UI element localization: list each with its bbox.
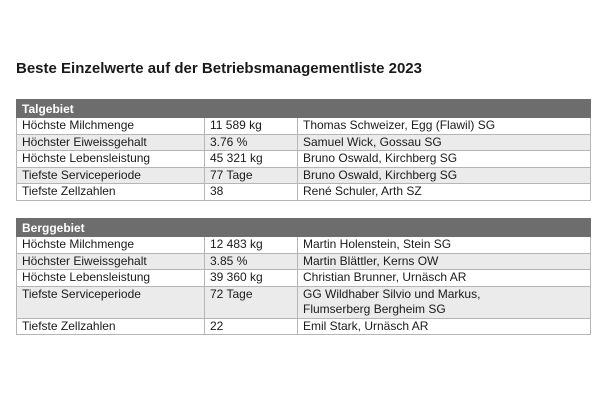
row-label: Tiefste Serviceperiode: [16, 167, 205, 184]
row-value: 72 Tage: [204, 286, 298, 319]
table-row: Tiefste Serviceperiode 77 Tage Bruno Osw…: [16, 167, 591, 184]
row-holder: René Schuler, Arth SZ: [297, 183, 591, 201]
row-value: 3.76 %: [204, 134, 298, 151]
holder-line: GG Wildhaber Silvio und Markus,: [303, 286, 481, 301]
row-value: 38: [204, 183, 298, 201]
holder-line: Flumserberg Bergheim SG: [303, 302, 446, 316]
table-row: Höchste Milchmenge 11 589 kg Thomas Schw…: [16, 117, 591, 135]
row-label: Höchste Lebensleistung: [16, 269, 205, 287]
row-holder: Martin Blättler, Kerns OW: [297, 253, 592, 270]
row-value: 22: [204, 318, 298, 335]
row-value: 77 Tage: [204, 167, 298, 184]
row-label: Höchster Eiweissgehalt: [16, 134, 205, 151]
row-holder: Emil Stark, Urnäsch AR: [297, 318, 592, 335]
table-row: Höchste Lebensleistung 45 321 kg Bruno O…: [16, 150, 591, 168]
section-heading: Berggebiet: [15, 218, 592, 237]
row-label: Höchste Milchmenge: [16, 236, 205, 254]
row-holder: Christian Brunner, Urnäsch AR: [297, 269, 592, 287]
row-holder: Bruno Oswald, Kirchberg SG: [297, 167, 591, 184]
row-holder: Martin Holenstein, Stein SG: [297, 236, 592, 254]
talgebiet-table: Talgebiet Höchste Milchmenge 11 589 kg T…: [16, 99, 591, 201]
row-value: 11 589 kg: [204, 117, 298, 135]
table-row: Tiefste Zellzahlen 38 René Schuler, Arth…: [16, 183, 591, 201]
row-holder: Samuel Wick, Gossau SG: [297, 134, 591, 151]
section-heading: Talgebiet: [16, 99, 591, 118]
row-label: Höchste Milchmenge: [16, 117, 205, 135]
row-value: 3.85 %: [204, 253, 298, 270]
table-row: Tiefste Zellzahlen 22 Emil Stark, Urnäsc…: [16, 318, 592, 335]
row-label: Tiefste Serviceperiode: [16, 286, 205, 319]
table-row: Tiefste Serviceperiode 72 Tage GG Wildha…: [16, 286, 592, 319]
row-value: 45 321 kg: [204, 150, 298, 168]
row-value: 39 360 kg: [204, 269, 298, 287]
table-row: Höchster Eiweissgehalt 3.85 % Martin Blä…: [16, 253, 592, 270]
page-title: Beste Einzelwerte auf der Betriebsmanage…: [16, 60, 422, 77]
row-value: 12 483 kg: [204, 236, 298, 254]
row-holder: Thomas Schweizer, Egg (Flawil) SG: [297, 117, 591, 135]
row-label: Tiefste Zellzahlen: [16, 318, 205, 335]
table-row: Höchste Milchmenge 12 483 kg Martin Hole…: [16, 236, 592, 254]
row-label: Tiefste Zellzahlen: [16, 183, 205, 201]
table-row: Höchster Eiweissgehalt 3.76 % Samuel Wic…: [16, 134, 591, 151]
row-holder: GG Wildhaber Silvio und Markus, Flumserb…: [297, 286, 592, 319]
row-holder: Bruno Oswald, Kirchberg SG: [297, 150, 591, 168]
row-label: Höchster Eiweissgehalt: [16, 253, 205, 270]
table-row: Höchste Lebensleistung 39 360 kg Christi…: [16, 269, 592, 287]
row-label: Höchste Lebensleistung: [16, 150, 205, 168]
berggebiet-table: Berggebiet Höchste Milchmenge 12 483 kg …: [15, 218, 592, 335]
